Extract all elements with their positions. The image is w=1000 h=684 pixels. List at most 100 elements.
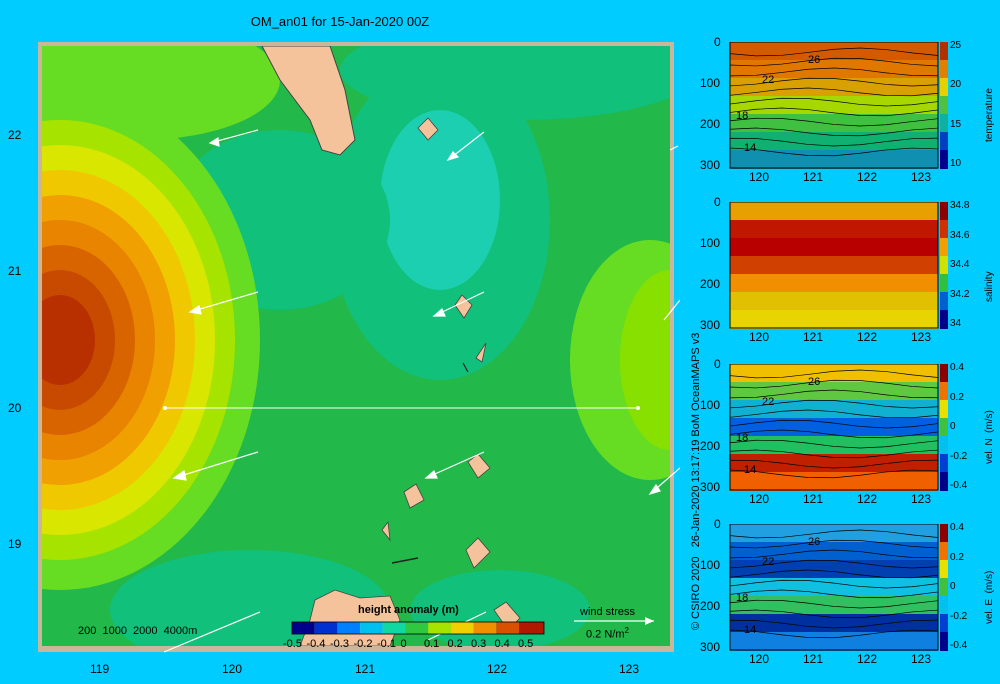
section-ytick: 300 — [700, 480, 721, 494]
map-xtick-123: 123 — [619, 662, 640, 676]
section-contour-label: 22 — [762, 556, 775, 568]
section-cb-tick: 34 — [950, 318, 962, 329]
section-ytick: 0 — [714, 357, 721, 371]
section-xtick: 123 — [911, 170, 932, 184]
map-xtick-121: 121 — [355, 662, 376, 676]
height-anomaly-map — [38, 42, 680, 653]
section-cb-tick: -0.4 — [950, 640, 968, 651]
section-xtick: 120 — [749, 170, 770, 184]
section-xtick: 120 — [749, 330, 770, 344]
section-ytick: 200 — [700, 277, 721, 291]
section-xtick: 123 — [911, 492, 932, 506]
luzon-land — [261, 46, 356, 156]
colorbar-tick-label: -0.1 — [377, 638, 396, 650]
section-cb-tick: 34.2 — [950, 288, 970, 300]
map-xtick-120: 120 — [222, 662, 243, 676]
section-cb-tick: 34.4 — [950, 259, 970, 270]
section-contour-label: 22 — [762, 74, 775, 86]
colorbar-tick-label: -0.3 — [330, 638, 349, 650]
map-ytick-21: 21 — [8, 264, 22, 278]
section-xtick: 123 — [911, 652, 932, 666]
section-xtick: 122 — [857, 492, 878, 506]
section-cb-tick: -0.2 — [950, 610, 968, 622]
section-cb-label: vel. E (m/s) — [984, 570, 995, 624]
section-contour-label: 26 — [808, 536, 821, 548]
section-cb-tick: 20 — [950, 79, 962, 91]
section-ytick: 100 — [700, 558, 721, 572]
colorbar-tick-label: 0.3 — [471, 638, 487, 650]
section-xtick: 123 — [911, 330, 932, 344]
section-ytick: 100 — [700, 398, 721, 412]
section-contour-label: 26 — [808, 376, 821, 388]
section-cb-label: temperature — [984, 88, 995, 142]
colorbar-tick-label: 0.4 — [494, 638, 510, 650]
section-xtick: 120 — [749, 652, 770, 666]
section-xtick: 122 — [857, 170, 878, 184]
section-contour-label: 18 — [736, 592, 749, 604]
section-cb-tick: 0 — [950, 421, 956, 432]
anomaly-field — [42, 46, 670, 646]
section-xtick: 122 — [857, 652, 878, 666]
section-ytick: 0 — [714, 517, 721, 531]
section-contour-label: 14 — [744, 624, 757, 636]
section-contour-label: 22 — [762, 396, 775, 408]
colorbar-tick-label: -0.4 — [306, 638, 326, 650]
section-cb-tick: 15 — [950, 118, 962, 130]
section-contour-label: 18 — [736, 110, 749, 122]
section-xtick: 121 — [803, 492, 824, 506]
section-contour-label: 14 — [744, 464, 757, 476]
section-ytick: 0 — [714, 195, 721, 209]
height-anomaly-colorbar — [291, 621, 545, 635]
section-ytick: 0 — [714, 35, 721, 49]
colorbar-tick-label: -0.5 — [283, 638, 302, 650]
colorbar-tick-label: 0 — [400, 638, 407, 650]
map-ytick-19: 19 — [8, 537, 22, 551]
section-cb-tick: -0.4 — [950, 480, 968, 491]
wind-scale-label: 0.2 N/m2 — [586, 626, 629, 641]
section-cb-tick: 10 — [950, 158, 962, 169]
depth-legend: 200 1000 2000 4000m — [78, 625, 198, 637]
section-ytick: 200 — [700, 599, 721, 613]
section-panel-salinity — [729, 202, 948, 329]
section-cb-label: vel. N (m/s) — [984, 410, 995, 464]
section-ytick: 300 — [700, 158, 721, 172]
section-ytick: 300 — [700, 318, 721, 332]
section-cb-tick: 0 — [950, 581, 956, 592]
section-cb-tick: 0.4 — [950, 362, 964, 373]
section-contour-label: 26 — [808, 54, 821, 66]
plot-title: OM_an01 for 15-Jan-2020 00Z — [250, 14, 430, 29]
wind-stress-label: wind stress — [580, 606, 636, 618]
colorbar-title: height anomaly (m) — [358, 604, 459, 616]
section-line — [163, 406, 640, 410]
map-xtick-122: 122 — [487, 662, 508, 676]
map-ytick-20: 20 — [8, 401, 22, 415]
section-xtick: 122 — [857, 330, 878, 344]
section-cb-label: salinity — [984, 271, 995, 302]
section-ytick: 200 — [700, 117, 721, 131]
section-cb-tick: 0.4 — [950, 522, 964, 533]
section-xtick: 120 — [749, 492, 770, 506]
colorbar-tick-label: 0.2 — [447, 638, 463, 650]
section-panel-vel-n — [729, 364, 948, 491]
section-ytick: 200 — [700, 439, 721, 453]
section-xtick: 121 — [803, 170, 824, 184]
section-cb-tick: 0.2 — [950, 391, 964, 403]
section-cb-tick: 34.6 — [950, 229, 970, 241]
map-ytick-22: 22 — [8, 128, 22, 142]
section-ytick: 100 — [700, 236, 721, 250]
section-contour-label: 14 — [744, 142, 757, 154]
section-cb-tick: 25 — [950, 40, 962, 51]
section-xtick: 121 — [803, 330, 824, 344]
section-cb-tick: -0.2 — [950, 450, 968, 462]
section-xtick: 121 — [803, 652, 824, 666]
section-ytick: 100 — [700, 76, 721, 90]
wind-stress-arrows — [163, 129, 680, 653]
map-xtick-119: 119 — [90, 662, 110, 676]
section-cb-tick: 0.2 — [950, 551, 964, 563]
section-panel-vel-e — [729, 524, 948, 651]
colorbar-tick-label: -0.2 — [353, 638, 373, 650]
section-contour-label: 18 — [736, 432, 749, 444]
colorbar-tick-label: 0.5 — [518, 638, 534, 650]
section-ytick: 300 — [700, 640, 721, 654]
section-panel-temperature — [729, 42, 948, 169]
